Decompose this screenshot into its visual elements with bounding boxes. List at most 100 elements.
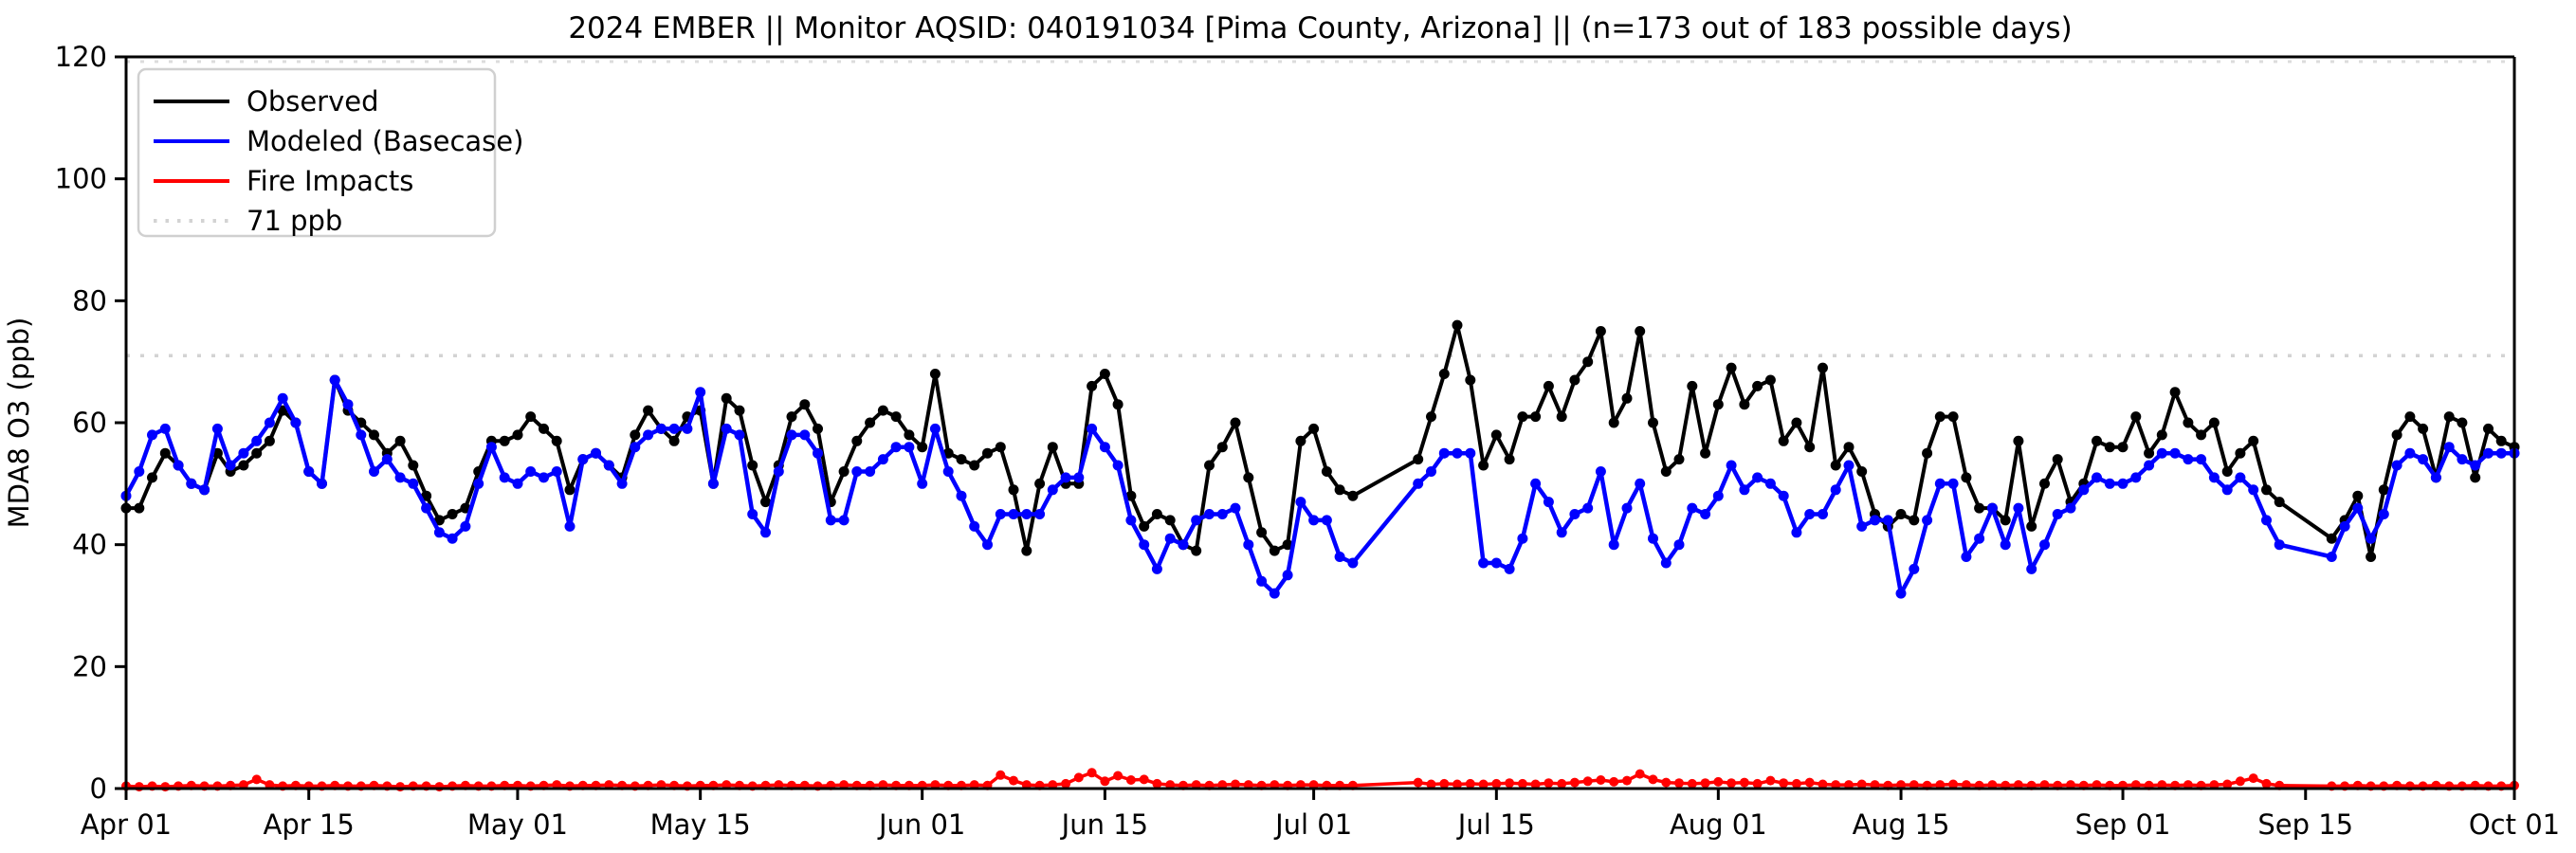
observed-marker bbox=[2326, 533, 2337, 544]
observed-marker bbox=[1934, 411, 1946, 423]
fire-impacts-marker bbox=[1073, 772, 1084, 783]
modeled-basecase-marker bbox=[2117, 478, 2128, 489]
x-tick-label: May 15 bbox=[650, 808, 751, 841]
modeled-basecase-marker bbox=[2483, 447, 2494, 459]
x-tick-label: Jul 01 bbox=[1273, 808, 1352, 841]
observed-marker bbox=[877, 405, 888, 416]
modeled-basecase-marker bbox=[381, 454, 393, 465]
legend-item-fire-impacts: Fire Impacts bbox=[154, 165, 413, 197]
observed-marker bbox=[1347, 490, 1359, 501]
observed-marker bbox=[1974, 502, 1985, 514]
y-tick-label: 0 bbox=[90, 772, 107, 805]
modeled-basecase-marker bbox=[799, 429, 811, 441]
observed-marker bbox=[1843, 442, 1854, 453]
observed-marker bbox=[433, 515, 445, 526]
modeled-basecase-marker bbox=[2000, 539, 2011, 551]
modeled-basecase-marker bbox=[734, 429, 745, 441]
modeled-basecase-marker bbox=[2418, 454, 2429, 465]
fire-impacts-marker bbox=[1557, 778, 1567, 789]
modeled-basecase-marker bbox=[2169, 447, 2181, 459]
modeled-basecase-marker bbox=[433, 527, 445, 538]
observed-marker bbox=[865, 417, 876, 428]
observed-marker bbox=[1112, 399, 1124, 410]
modeled-basecase-marker bbox=[1087, 423, 1098, 434]
modeled-basecase-marker bbox=[2065, 502, 2076, 514]
modeled-basecase-marker bbox=[134, 466, 145, 477]
observed-marker bbox=[2235, 447, 2246, 459]
modeled-basecase-marker bbox=[1700, 509, 1711, 519]
modeled-basecase-marker bbox=[525, 466, 537, 477]
modeled-basecase-marker bbox=[1099, 442, 1110, 453]
observed-marker bbox=[1504, 454, 1515, 465]
observed-marker bbox=[2366, 552, 2377, 562]
modeled-basecase-marker bbox=[1569, 509, 1580, 519]
observed-marker bbox=[1687, 380, 1698, 391]
modeled-basecase-marker bbox=[2339, 520, 2350, 532]
fire-impacts-marker bbox=[1739, 777, 1749, 788]
observed-marker bbox=[539, 423, 549, 434]
fire-impacts-marker bbox=[1061, 778, 1071, 789]
x-tick-label: Oct 01 bbox=[2469, 808, 2560, 841]
legend: Observed Modeled (Basecase) Fire Impacts 71… bbox=[137, 67, 523, 238]
modeled-basecase-marker bbox=[813, 447, 823, 459]
y-tick-label: 40 bbox=[72, 529, 107, 561]
fire-impacts-marker bbox=[1596, 775, 1606, 785]
observed-marker bbox=[2495, 435, 2507, 446]
modeled-basecase-marker bbox=[2391, 460, 2402, 471]
observed-marker bbox=[1295, 435, 1306, 446]
observed-marker bbox=[1648, 417, 1658, 428]
legend-item-observed: Observed bbox=[154, 85, 379, 118]
observed-marker bbox=[421, 490, 432, 501]
modeled-basecase-marker bbox=[1712, 490, 1724, 501]
observed-marker bbox=[1635, 326, 1646, 336]
observed-marker bbox=[721, 392, 732, 404]
fire-impacts-marker bbox=[1791, 778, 1801, 789]
modeled-basecase-marker bbox=[2039, 539, 2050, 551]
observed-marker bbox=[2208, 417, 2220, 428]
observed-marker bbox=[1334, 484, 1345, 496]
fire-impacts-marker bbox=[1569, 777, 1580, 788]
modeled-basecase-marker bbox=[512, 478, 523, 489]
modeled-basecase-marker bbox=[2026, 563, 2037, 574]
modeled-basecase-marker bbox=[1047, 484, 1058, 496]
observed-marker bbox=[1452, 319, 1463, 331]
modeled-basecase-marker bbox=[2052, 509, 2063, 519]
observed-marker bbox=[1099, 369, 1110, 379]
modeled-basecase-marker bbox=[942, 466, 954, 477]
observed-marker bbox=[917, 442, 928, 453]
fire-impacts-marker bbox=[996, 770, 1006, 780]
modeled-basecase-marker bbox=[447, 533, 458, 544]
observed-marker bbox=[1321, 466, 1332, 477]
modeled-basecase-marker bbox=[1478, 557, 1489, 569]
observed-marker bbox=[1216, 442, 1228, 453]
x-tick-label: Jul 15 bbox=[1456, 808, 1535, 841]
modeled-basecase-marker bbox=[1347, 557, 1359, 569]
modeled-basecase-marker bbox=[564, 520, 575, 532]
observed-marker bbox=[904, 429, 915, 441]
fire-impacts-marker bbox=[1609, 776, 1619, 787]
observed-marker bbox=[1426, 411, 1436, 423]
fire-impacts-marker bbox=[1856, 779, 1867, 789]
modeled-basecase-marker bbox=[786, 429, 797, 441]
x-axis: Apr 01 Apr 15 May 01 May 15 Jun 01 Jun 15 Jul … bbox=[81, 789, 2560, 841]
observed-marker bbox=[1909, 515, 1920, 526]
observed-marker bbox=[147, 472, 157, 483]
observed-marker bbox=[1517, 411, 1528, 423]
modeled-basecase-marker bbox=[995, 509, 1006, 519]
observed-marker bbox=[1804, 442, 1816, 453]
observed-marker bbox=[630, 429, 641, 441]
modeled-basecase-marker bbox=[2092, 472, 2102, 483]
observed-marker bbox=[786, 411, 797, 423]
modeled-basecase-marker bbox=[1856, 520, 1868, 532]
modeled-basecase-marker bbox=[1282, 570, 1293, 581]
observed-marker bbox=[1961, 472, 1972, 483]
modeled-basecase-marker bbox=[2326, 552, 2337, 562]
modeled-basecase-marker bbox=[1034, 509, 1046, 519]
modeled-basecase-marker bbox=[2443, 442, 2455, 453]
observed-marker bbox=[564, 484, 575, 496]
modeled-basecase-marker bbox=[1726, 460, 1737, 471]
fire-impacts-marker bbox=[134, 782, 144, 792]
observed-marker bbox=[134, 502, 145, 514]
modeled-basecase-marker bbox=[1517, 533, 1528, 544]
